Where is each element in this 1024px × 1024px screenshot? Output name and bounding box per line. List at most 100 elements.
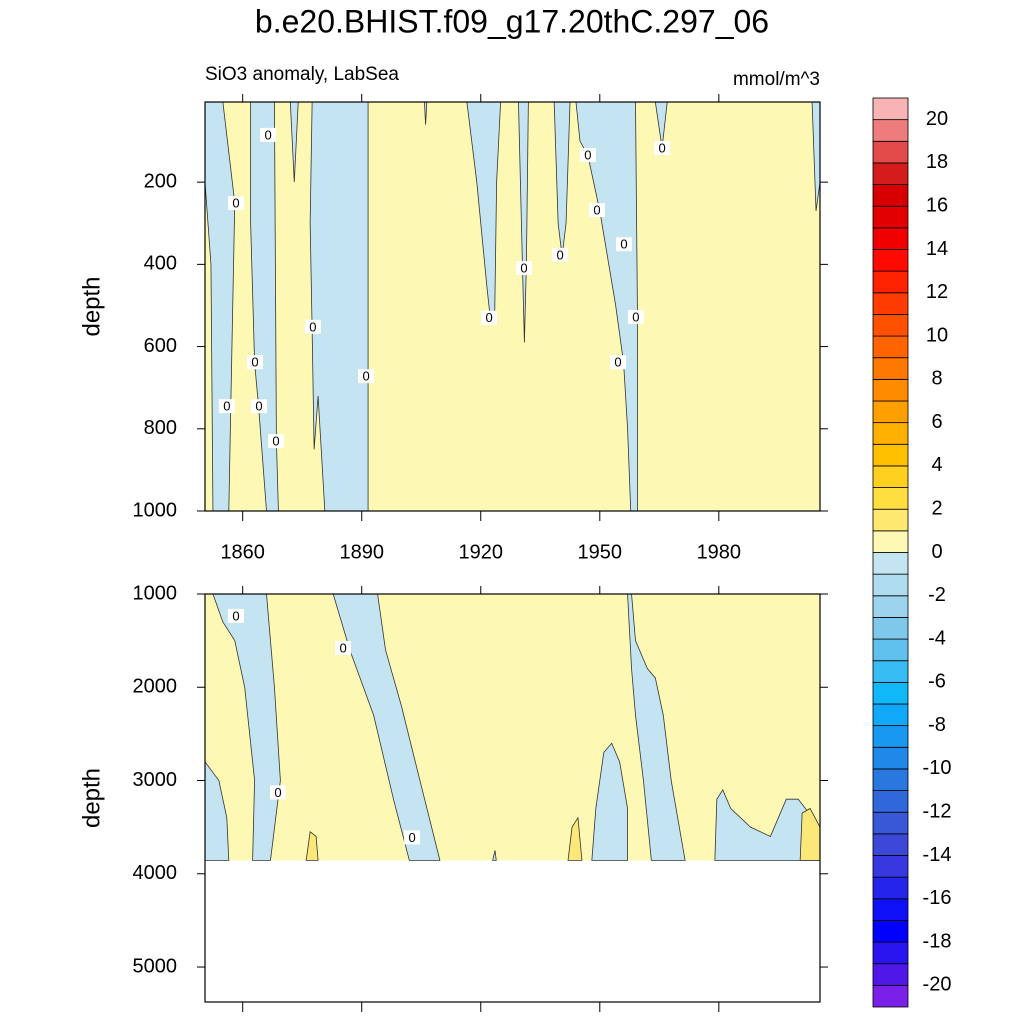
contour-label-box [270, 785, 287, 800]
x-tick-label: 1890 [339, 541, 384, 563]
colorbar-tick-label: -6 [928, 671, 946, 693]
contour-label-box [615, 237, 632, 252]
colorbar-box [872, 508, 909, 532]
colorbar-box [872, 573, 909, 597]
contour-label: 0 [593, 203, 600, 218]
colorbar-box [872, 941, 909, 965]
contour-label: 0 [614, 355, 621, 370]
colorbar-box [872, 768, 909, 791]
colorbar-box [872, 292, 909, 315]
y-tick-label: 1000 [133, 499, 178, 521]
contour-label: 0 [485, 310, 492, 325]
contour-label-box [268, 434, 285, 449]
contour-label: 0 [556, 247, 563, 262]
colorbar-box [872, 119, 909, 142]
colorbar-tick-label: 20 [926, 108, 948, 130]
contour-region [492, 850, 497, 861]
colorbar-tick-label: 18 [926, 151, 948, 173]
colorbar-box [872, 530, 909, 553]
subtitle-right: mmol/m^3 [733, 69, 820, 90]
contour-region [250, 102, 279, 511]
y-tick-label: 3000 [133, 769, 178, 791]
y-tick-label: 4000 [133, 862, 178, 884]
colorbar-box [872, 184, 909, 207]
contour-label: 0 [232, 196, 239, 211]
colorbar-box [872, 725, 909, 748]
colorbar-box [872, 855, 909, 878]
contour-region [518, 102, 529, 343]
contour-label: 0 [362, 369, 369, 384]
contour-label: 0 [339, 640, 346, 655]
colorbar-tick-label: 4 [931, 454, 942, 476]
contour-label: 0 [272, 434, 279, 449]
contour-label: 0 [584, 147, 591, 162]
colorbar-tick-label: -14 [923, 844, 952, 866]
colorbar-tick-label: 10 [926, 324, 948, 346]
contour-label-box [358, 369, 375, 384]
contour-region [205, 102, 820, 511]
colorbar-tick-label: 16 [926, 194, 948, 216]
contour-label-box [218, 399, 235, 414]
colorbar-box [872, 140, 909, 164]
contour-label: 0 [408, 830, 415, 845]
contour-label-box [610, 355, 627, 370]
y-tick-label: 200 [144, 170, 177, 192]
contour-region [654, 102, 668, 149]
y-tick-label: 2000 [133, 676, 178, 698]
colorbar-box [872, 443, 909, 467]
colorbar-box [872, 357, 909, 380]
colorbar-box [872, 703, 909, 727]
contour-label-box [250, 399, 267, 414]
colorbar-box [872, 335, 909, 359]
y-axis-label: depth [78, 768, 105, 828]
contour-label-box [516, 261, 533, 276]
contour-label-box [260, 127, 277, 142]
colorbar-box [872, 746, 909, 770]
y-tick-label: 800 [144, 417, 177, 439]
contour-region [567, 816, 583, 861]
colorbar-tick-label: 14 [926, 238, 948, 260]
y-tick-label: 1000 [133, 582, 178, 604]
contour-label-box [579, 148, 596, 163]
colorbar-box [872, 617, 909, 640]
plot-frame [204, 593, 821, 1003]
colorbar-box [872, 811, 909, 835]
contour-region [424, 102, 428, 125]
contour-region [289, 102, 299, 183]
contour-label-box [227, 608, 244, 623]
colorbar-tick-label: 6 [931, 411, 942, 433]
subtitle-left: SiO3 anomaly, LabSea [205, 64, 399, 85]
colorbar-tick-label: -16 [923, 887, 952, 909]
contour-region [799, 807, 820, 861]
y-tick-label: 600 [144, 335, 177, 357]
colorbar-box [872, 876, 909, 900]
contour-region [627, 594, 686, 861]
contour-label: 0 [632, 309, 639, 324]
x-tick-label: 1950 [578, 541, 623, 563]
contour-region [205, 761, 230, 861]
colorbar-tick-label: -18 [923, 930, 952, 952]
contour-label: 0 [223, 399, 230, 414]
contour-label: 0 [620, 237, 627, 252]
y-tick-label: 400 [144, 253, 177, 275]
y-tick-label: 5000 [133, 955, 178, 977]
colorbar-box [872, 270, 909, 294]
contour-region [332, 594, 441, 861]
colorbar-box [872, 162, 909, 185]
colorbar-tick-label: -10 [923, 757, 952, 779]
contour-region [811, 102, 820, 211]
colorbar-box [872, 487, 909, 510]
colorbar-box [872, 205, 909, 229]
contour-label: 0 [232, 608, 239, 623]
colorbar-box [872, 314, 909, 337]
y-axis-label: depth [78, 276, 105, 336]
colorbar-box [872, 638, 909, 662]
colorbar-box [872, 660, 909, 683]
contour-label: 0 [309, 319, 316, 334]
colorbar-tick-label: 12 [926, 281, 948, 303]
colorbar-tick-label: 2 [931, 497, 942, 519]
chart-title: b.e20.BHIST.f09_g17.20thC.297_06 [255, 3, 769, 39]
contour-label: 0 [274, 785, 281, 800]
colorbar-box [872, 97, 909, 121]
